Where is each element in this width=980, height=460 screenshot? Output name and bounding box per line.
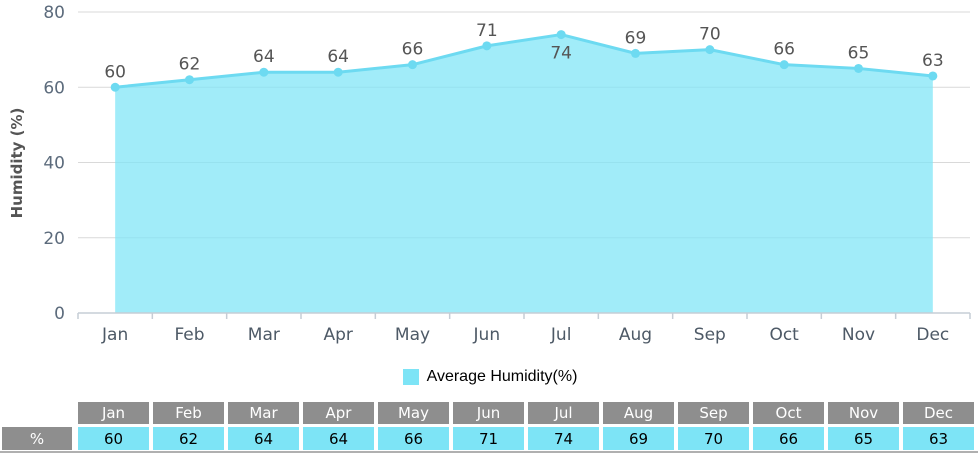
table-bottom-border	[0, 451, 978, 453]
data-point-marker[interactable]	[928, 71, 938, 81]
data-point-marker[interactable]	[110, 82, 120, 92]
table-value-jan: 60	[78, 427, 149, 450]
table-header-mar: Mar	[228, 402, 299, 424]
data-point-label: 62	[179, 55, 201, 75]
y-tick-label: 20	[43, 229, 65, 249]
data-point-marker[interactable]	[556, 30, 566, 40]
area-fill	[115, 34, 933, 313]
data-point-label: 71	[476, 21, 498, 41]
table-header-jun: Jun	[453, 402, 524, 424]
data-point-label: 74	[550, 44, 572, 64]
data-point-label: 66	[402, 40, 424, 60]
legend-label: Average Humidity(%)	[426, 368, 578, 385]
table-value-jun: 71	[453, 427, 524, 450]
x-category-label: May	[395, 325, 430, 345]
table-header-may: May	[378, 402, 449, 424]
table-header-aug: Aug	[603, 402, 674, 424]
table-header-apr: Apr	[303, 402, 374, 424]
table-header-dec: Dec	[903, 402, 974, 424]
x-category-label: Aug	[619, 325, 652, 345]
table-value-jul: 74	[528, 427, 599, 450]
x-category-label: Jan	[101, 325, 128, 345]
table-header-sep: Sep	[678, 402, 749, 424]
table-value-dec: 63	[903, 427, 974, 450]
table-value-sep: 70	[678, 427, 749, 450]
y-tick-label: 0	[54, 304, 65, 324]
x-category-label: Dec	[916, 325, 949, 345]
legend-swatch-icon	[402, 369, 419, 385]
table-value-may: 66	[378, 427, 449, 450]
table-row-label-percent: %	[2, 427, 72, 450]
table-value-oct: 66	[753, 427, 824, 450]
table-value-mar: 64	[228, 427, 299, 450]
table-header-jul: Jul	[528, 402, 599, 424]
data-point-label: 60	[104, 62, 126, 82]
chart-canvas: Humidity (%) 0 20 40 60 80 60 Jan 62 Feb 64 Mar 64 A…	[8, 3, 971, 345]
table-header-feb: Feb	[153, 402, 224, 424]
data-point-marker[interactable]	[631, 48, 640, 58]
data-point-label: 64	[253, 47, 275, 67]
monthly-humidity-table: Jan Feb Mar Apr May Jun Jul Aug Sep Oct Nov Dec% 60 6…	[0, 402, 980, 456]
x-category-label: Apr	[323, 325, 352, 345]
x-category-label: Nov	[842, 325, 875, 345]
table-value-nov: 65	[828, 427, 899, 450]
data-point-marker[interactable]	[779, 60, 789, 70]
data-point-marker[interactable]	[333, 67, 343, 77]
y-tick-label: 60	[43, 78, 65, 98]
table-value-feb: 62	[153, 427, 224, 450]
table-header-nov: Nov	[828, 402, 899, 424]
data-point-label: 63	[922, 51, 944, 71]
data-point-marker[interactable]	[408, 60, 417, 70]
table-header-jan: Jan	[78, 402, 149, 424]
table-header-oct: Oct	[753, 402, 824, 424]
data-point-label: 66	[773, 40, 795, 60]
x-category-label: Feb	[174, 325, 204, 345]
x-category-label: Sep	[694, 325, 726, 345]
data-point-marker[interactable]	[705, 45, 715, 55]
legend-item-average-humidity[interactable]: Average Humidity(%)	[402, 368, 578, 386]
y-tick-label: 80	[43, 3, 65, 23]
data-point-label: 64	[327, 47, 349, 67]
y-tick-label: 40	[43, 154, 65, 174]
data-point-marker[interactable]	[854, 63, 863, 73]
data-point-label: 69	[625, 28, 647, 48]
x-category-label: Oct	[769, 325, 799, 345]
table-value-aug: 69	[603, 427, 674, 450]
chart-legend: Average Humidity(%)	[0, 366, 980, 388]
data-point-marker[interactable]	[482, 41, 492, 51]
y-axis-title: Humidity (%)	[8, 108, 26, 219]
x-category-label: Jul	[550, 325, 572, 345]
humidity-area-chart: Humidity (%) 0 20 40 60 80 60 Jan 62 Feb 64 Mar 64 A…	[8, 3, 971, 345]
x-category-label: Mar	[248, 325, 280, 345]
data-point-marker[interactable]	[259, 67, 269, 77]
x-category-label: Jun	[473, 325, 501, 345]
data-point-marker[interactable]	[185, 75, 194, 85]
table-value-apr: 64	[303, 427, 374, 450]
series-line	[113, 33, 935, 89]
data-point-label: 70	[699, 25, 721, 45]
data-point-label: 65	[848, 43, 870, 63]
